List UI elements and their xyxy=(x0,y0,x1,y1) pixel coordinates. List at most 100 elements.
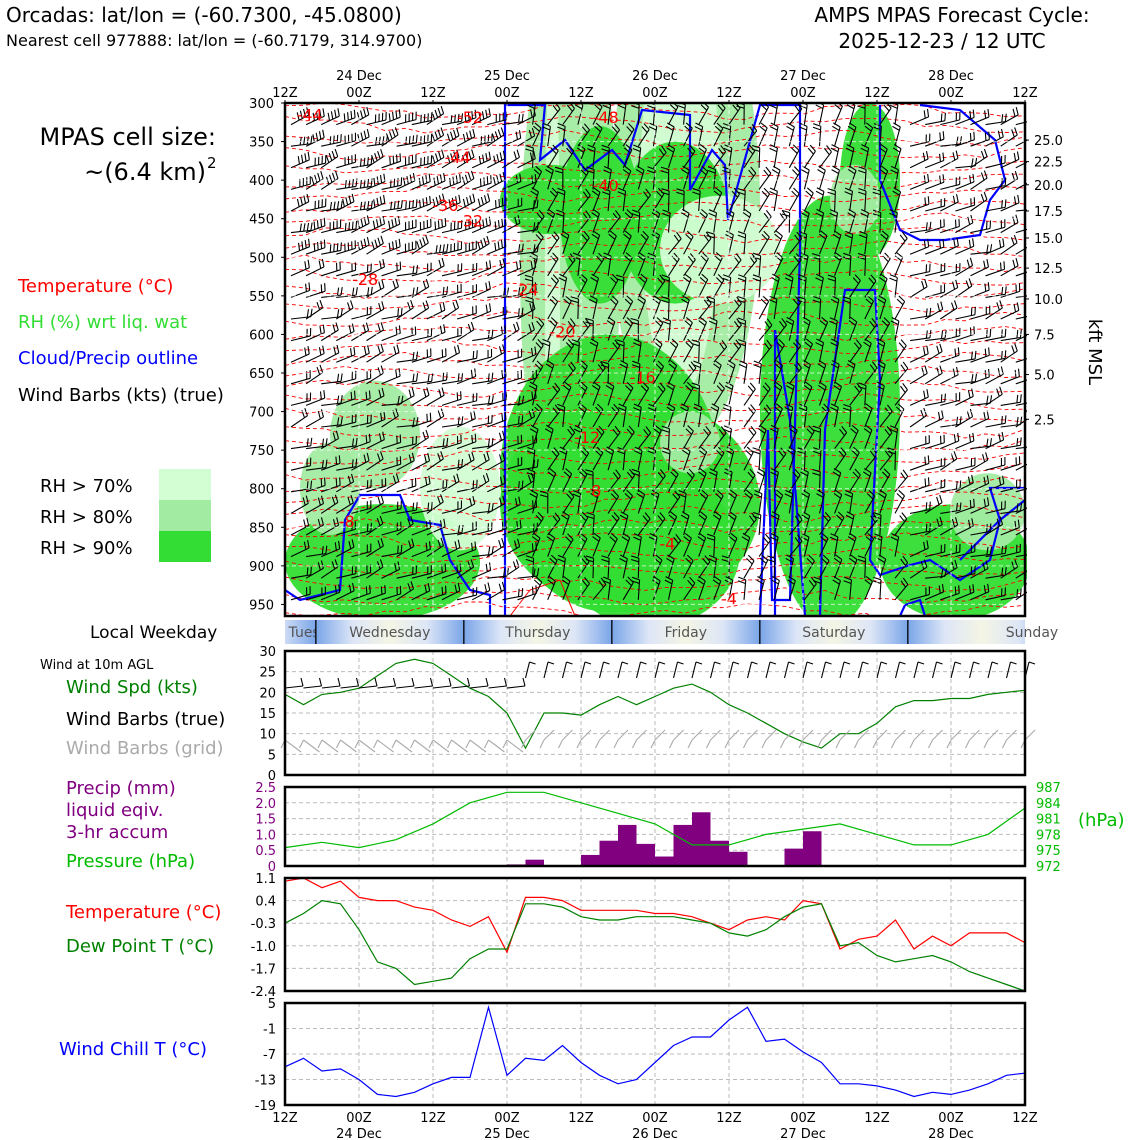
wind-barb xyxy=(909,263,931,277)
wind-barb xyxy=(909,238,930,255)
wind-barb-feather xyxy=(487,395,491,404)
wind-barb-feather xyxy=(368,433,371,442)
wind-barb-feather xyxy=(456,88,457,96)
wind-barb-feather xyxy=(592,208,600,215)
wind-barb-feather xyxy=(651,489,660,495)
wind-barb-feather xyxy=(707,166,716,170)
wind-barb xyxy=(487,411,507,428)
wind-barb-feather xyxy=(560,233,569,240)
wind-barb-feather xyxy=(706,296,715,300)
wind-barb xyxy=(622,295,634,320)
wind-barb-feather xyxy=(367,201,370,210)
wind-barb-feather xyxy=(554,166,564,170)
wind-barb-feather xyxy=(965,280,970,289)
wind-barb-feather xyxy=(432,198,436,207)
wind-barb-feather xyxy=(557,403,565,408)
wind-barb-feather xyxy=(412,287,415,296)
wind-barb-feather xyxy=(524,278,533,282)
wind-barb-feather xyxy=(384,585,386,594)
wind-barb-shaft xyxy=(562,103,564,104)
wind-barb-feather xyxy=(408,454,412,463)
wind-barb xyxy=(558,273,568,298)
wind-barb-feather xyxy=(489,260,492,269)
wind-barb-feather xyxy=(986,524,988,533)
wind-barb-feather xyxy=(425,175,428,184)
wind-barb-feather xyxy=(594,449,602,457)
wind-barb-feather xyxy=(999,262,1002,271)
legend-precip-3: 3-hr accum xyxy=(66,822,168,843)
wind-barb-feather xyxy=(315,111,319,120)
wind-barb-feather xyxy=(415,199,418,208)
wind-barb xyxy=(985,300,1003,320)
wind-barb-feather xyxy=(608,233,616,240)
wind-barb-feather xyxy=(497,241,500,250)
wind-barb xyxy=(607,533,618,557)
wind-barb-feather xyxy=(1019,588,1022,597)
wind-barb-feather xyxy=(559,273,567,279)
wind-barb-shaft xyxy=(305,290,326,298)
top-date-label: 26 Dec xyxy=(632,69,678,84)
wind-barb-feather xyxy=(955,481,958,490)
wind-barb xyxy=(290,457,312,471)
wind-barb-feather xyxy=(633,407,641,412)
wind-barb-feather xyxy=(682,295,690,301)
wind-barb-shaft xyxy=(758,559,769,579)
wind-barb xyxy=(517,346,537,363)
wind-barb xyxy=(472,329,494,342)
wind-barb xyxy=(985,103,988,104)
wind-barb xyxy=(561,575,571,600)
wind-barb-feather xyxy=(544,428,553,434)
wind-barb-feather xyxy=(400,200,403,209)
wind-barb-feather xyxy=(706,234,715,239)
wind-barb-feather xyxy=(557,554,566,559)
wind-barb-feather xyxy=(926,108,930,117)
wind-barb-feather xyxy=(590,338,599,344)
wind-barb-feather xyxy=(638,276,646,284)
wind-barb xyxy=(305,155,327,169)
wind-barb-feather xyxy=(448,199,451,208)
wind-barb-feather xyxy=(379,260,382,269)
wind-barb-feather xyxy=(939,132,942,141)
wind-barb-feather xyxy=(536,360,544,367)
wind-barb-feather xyxy=(502,258,506,267)
wind-barb-feather xyxy=(580,273,588,281)
wind-barb-feather xyxy=(681,169,689,175)
wind-barb-feather xyxy=(383,194,386,204)
wind-barb-feather xyxy=(957,347,960,356)
wind-barb xyxy=(662,447,671,471)
wind-barb-feather xyxy=(927,455,930,464)
wind-barb xyxy=(600,361,610,384)
wind-barb-shaft xyxy=(456,329,475,342)
wind-barb-feather xyxy=(529,428,538,434)
wind-barb-feather xyxy=(986,244,989,253)
wind-barb-feather xyxy=(809,144,816,152)
wind-barb-feather xyxy=(602,187,611,192)
wind-barb-feather xyxy=(440,105,445,114)
wind-barb-feather xyxy=(481,111,485,120)
wind-barb-feather xyxy=(339,477,341,486)
wind-barb xyxy=(351,306,372,320)
wind-barb-feather xyxy=(704,555,711,563)
wind-barb-feather xyxy=(975,93,976,101)
wind-barb-feather xyxy=(615,210,621,218)
wind-barb-feather xyxy=(580,450,588,457)
wind-barb-shaft xyxy=(336,161,356,169)
wind-barb-feather xyxy=(1016,151,1020,160)
wind-barb-feather xyxy=(496,175,500,184)
rh-shading xyxy=(500,164,600,235)
wind-barb-shaft xyxy=(290,267,310,277)
wind-barb-feather xyxy=(478,220,482,229)
wind-barb xyxy=(647,166,656,190)
wind-barb-feather xyxy=(296,112,300,121)
wind-barb-feather xyxy=(685,233,692,241)
wind-barb-feather xyxy=(607,316,616,323)
wind-barb-feather xyxy=(502,172,506,181)
wind-barb-feather xyxy=(425,429,430,438)
wind-barb xyxy=(320,344,340,363)
wind-barb xyxy=(532,231,544,255)
wind-barb-feather xyxy=(792,169,799,176)
wind-barb-feather xyxy=(953,451,958,460)
wind-barb-feather xyxy=(626,295,634,302)
wind-barb-feather xyxy=(316,220,319,229)
wind-barb xyxy=(456,109,477,126)
